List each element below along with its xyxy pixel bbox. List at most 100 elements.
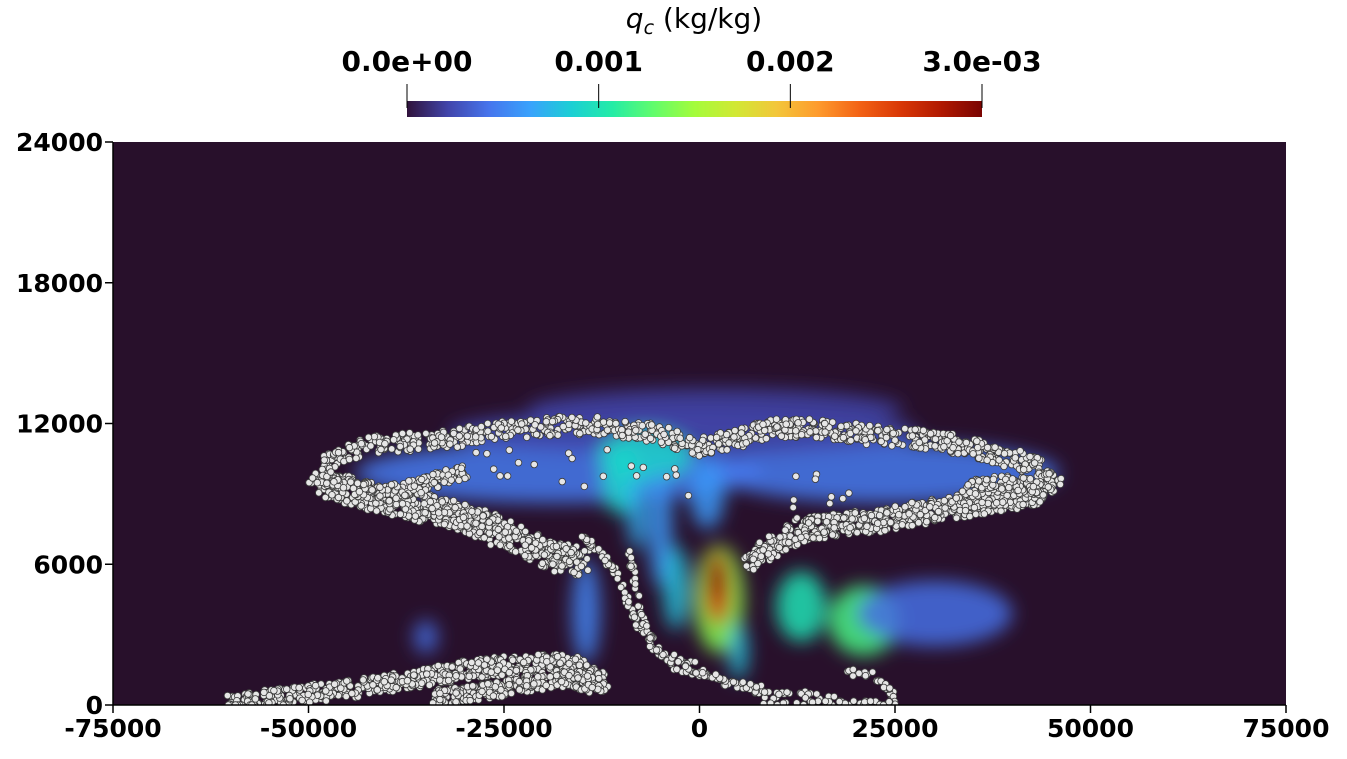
particle-point	[497, 424, 505, 432]
particle-point	[557, 677, 566, 686]
particle-point	[983, 456, 991, 464]
colorbar-tick-label: 0.001	[554, 45, 643, 78]
particle-point	[479, 512, 487, 520]
particle-point	[527, 544, 536, 552]
particle-point	[618, 431, 626, 440]
particle-point	[672, 471, 680, 479]
particle-point	[521, 541, 529, 549]
particle-point	[621, 417, 629, 426]
particle-point	[883, 425, 891, 434]
particle-point	[452, 672, 460, 680]
particle-point	[487, 668, 495, 676]
particle-point	[321, 493, 330, 502]
particle-point	[377, 445, 385, 454]
particle-point	[507, 417, 516, 425]
particle-point	[373, 686, 381, 694]
particle-point	[643, 622, 651, 630]
particle-point	[839, 433, 848, 442]
particle-point	[364, 433, 373, 441]
particle-point	[946, 431, 955, 440]
x-tick-label: 0	[691, 714, 708, 743]
particle-point	[1000, 462, 1008, 471]
particle-point	[931, 442, 939, 450]
particle-point	[1029, 482, 1038, 491]
particle-point	[688, 449, 696, 457]
particle-point	[665, 424, 673, 432]
particle-point	[866, 422, 874, 430]
particle-point	[388, 445, 396, 453]
particle-point	[983, 443, 992, 452]
colorbar-title: qc (kg/kg)	[626, 2, 762, 39]
particle-point	[376, 483, 384, 491]
particle-point	[298, 696, 306, 705]
particle-point	[775, 543, 783, 552]
particle-point	[835, 698, 844, 705]
particle-point	[627, 462, 635, 470]
particle-point	[422, 429, 430, 438]
particle-point	[811, 475, 820, 483]
particle-point	[549, 560, 557, 568]
particle-point	[828, 418, 837, 426]
particle-point	[877, 437, 885, 446]
particle-point	[396, 442, 404, 451]
particle-point	[850, 697, 858, 705]
particle-point	[712, 670, 720, 678]
field-region	[708, 557, 726, 600]
particle-point	[1014, 486, 1022, 495]
particle-point	[451, 503, 459, 512]
particle-point	[730, 433, 738, 441]
particle-point	[334, 448, 343, 457]
particle-point	[874, 427, 882, 435]
particle-point	[457, 464, 466, 472]
particle-point	[315, 489, 323, 497]
particle-point	[584, 566, 592, 574]
particle-point	[723, 446, 731, 454]
particle-point	[882, 433, 891, 442]
particle-point	[304, 690, 312, 699]
particle-point	[295, 684, 303, 692]
x-tick-label: 25000	[852, 714, 939, 743]
particle-point	[461, 500, 469, 509]
particle-point	[908, 521, 916, 530]
particle-point	[969, 450, 977, 458]
particle-point	[662, 473, 671, 481]
colorbar-tick-label: 0.0e+00	[341, 45, 472, 78]
colorbar-title-subscript: c	[644, 17, 655, 39]
particle-point	[637, 610, 646, 619]
particle-point	[886, 518, 895, 527]
particle-point	[455, 424, 464, 433]
particle-point	[367, 442, 375, 450]
particle-point	[754, 559, 762, 568]
particle-point	[1020, 465, 1028, 474]
field-region	[627, 475, 647, 551]
particle-point	[792, 427, 800, 435]
particle-point	[831, 432, 839, 440]
particle-point	[507, 689, 516, 698]
particle-point	[822, 518, 831, 526]
particle-point	[814, 517, 822, 525]
particle-point	[556, 659, 564, 667]
particle-point	[931, 435, 940, 443]
particle-point	[505, 534, 513, 542]
particle-point	[410, 482, 418, 490]
particle-point	[606, 419, 614, 427]
particle-point	[940, 443, 948, 451]
particle-point	[562, 545, 570, 553]
particle-point	[797, 431, 806, 439]
particle-point	[542, 418, 550, 426]
particle-point	[588, 683, 596, 692]
particle-point	[552, 542, 561, 551]
particle-point	[1005, 483, 1013, 492]
particle-point	[612, 419, 620, 428]
particle-point	[420, 500, 428, 508]
particle-point	[999, 498, 1007, 506]
particle-point	[327, 468, 335, 476]
particle-point	[821, 428, 829, 436]
particle-point	[286, 695, 294, 703]
particle-point	[794, 419, 802, 427]
particle-point	[352, 454, 360, 462]
particle-point	[692, 669, 700, 677]
particle-point	[392, 500, 401, 509]
particle-point	[459, 513, 468, 522]
particle-point	[962, 438, 970, 447]
